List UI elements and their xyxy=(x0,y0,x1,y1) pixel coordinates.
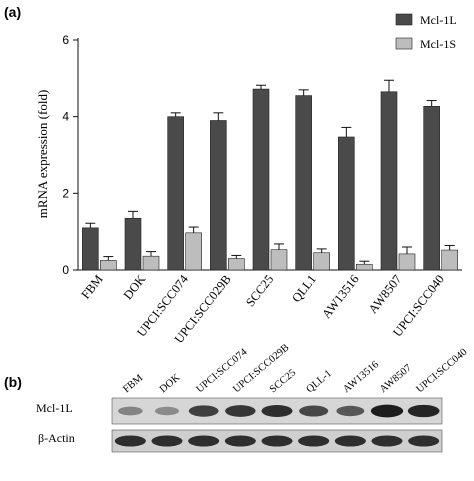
blot-band-actin-qll-1 xyxy=(298,435,330,447)
blot-lane-label: QLL-1 xyxy=(305,368,334,395)
bar-mcl-1s-upci-scc029b xyxy=(228,258,245,271)
blot-lane-label: FBM xyxy=(121,372,146,395)
blot-band-mcl-1l-aw13516 xyxy=(336,405,365,417)
bars xyxy=(82,88,458,271)
bar-mcl-1l-upci-scc040 xyxy=(423,106,440,271)
x-category-label: AW8507 xyxy=(366,272,405,316)
blot-lane-label: UPCI:SCC040 xyxy=(415,347,470,396)
y-axis-title: mRNA expression (fold) xyxy=(35,90,50,219)
bar-mcl-1l-aw8507 xyxy=(380,91,398,271)
blot-band-mcl-1l-aw8507 xyxy=(370,404,404,418)
blot-band-mcl-1l-fbm xyxy=(118,406,143,416)
y-tick-label: 6 xyxy=(62,33,69,47)
bar-mcl-1l-qll1 xyxy=(295,95,312,271)
blot-lane-label: SCC25 xyxy=(268,367,298,395)
blot-band-mcl-1l-upci-scc040 xyxy=(407,404,440,418)
error-bars xyxy=(85,79,455,265)
bar-mcl-1s-fbm xyxy=(100,260,117,271)
y-tick-label: 0 xyxy=(62,263,69,277)
x-category-label: DOK xyxy=(121,272,149,302)
bar-mcl-1s-aw13516 xyxy=(356,263,373,271)
bar-mcl-1s-upci-scc074 xyxy=(185,232,202,271)
bar-mcl-1l-scc25 xyxy=(252,88,270,271)
bar-mcl-1l-fbm xyxy=(82,227,99,271)
bar-mcl-1s-aw8507 xyxy=(398,253,416,271)
legend-swatch-mcl-1s xyxy=(395,37,413,50)
blot-band-mcl-1l-upci-scc029b xyxy=(225,405,256,417)
blot-band-mcl-1l-qll-1 xyxy=(299,405,329,417)
blot-band-actin-upci-scc040 xyxy=(408,435,440,447)
bar-mcl-1l-aw13516 xyxy=(338,136,355,271)
y-ticks: 0 2 4 6 xyxy=(62,33,78,277)
legend: Mcl-1L Mcl-1S xyxy=(395,13,457,51)
blot-band-actin-upci-scc074 xyxy=(188,435,220,447)
x-category-label: FBM xyxy=(78,272,105,301)
panel-a-label: (a) xyxy=(4,4,21,20)
bar-mcl-1s-qll1 xyxy=(313,252,330,271)
blot-row-label-beta-actin: β-Actin xyxy=(38,431,75,445)
blot-band-actin-dok xyxy=(151,435,183,447)
legend-swatch-mcl-1l xyxy=(395,13,413,26)
bar-mcl-1l-upci-scc029b xyxy=(210,120,227,271)
x-category-label: AW13516 xyxy=(319,272,361,321)
blot-lane-label: AW8507 xyxy=(378,363,414,396)
blot-lane-label: DOK xyxy=(158,372,183,395)
blot-band-actin-aw8507 xyxy=(371,435,403,447)
bar-mcl-1s-upci-scc040 xyxy=(441,249,458,271)
blot-band-mcl-1l-dok xyxy=(154,406,180,416)
bar-mcl-1s-scc25 xyxy=(270,249,288,271)
blot-band-actin-scc25 xyxy=(261,435,293,447)
legend-label-mcl-1l: Mcl-1L xyxy=(420,13,457,27)
x-category-label: SCC25 xyxy=(243,272,276,309)
legend-label-mcl-1s: Mcl-1S xyxy=(420,37,456,51)
bar-mcl-1l-dok xyxy=(124,217,142,271)
blot-band-mcl-1l-upci-scc074 xyxy=(188,405,219,417)
blot-band-actin-aw13516 xyxy=(334,435,366,447)
blot-lane-label: AW13516 xyxy=(341,359,381,395)
y-tick-label: 2 xyxy=(62,186,69,200)
bar-mcl-1s-dok xyxy=(142,255,160,271)
bar-mcl-1l-upci-scc074 xyxy=(167,116,184,271)
x-category-label: QLL1 xyxy=(289,272,319,305)
blot-band-actin-fbm xyxy=(114,435,146,447)
y-tick-label: 4 xyxy=(62,110,69,124)
blot-bands xyxy=(114,404,440,447)
blot-row-label-mcl-1l: Mcl-1L xyxy=(36,401,73,415)
blot-band-mcl-1l-scc25 xyxy=(261,404,293,418)
blot-band-actin-upci-scc029b xyxy=(224,435,256,447)
panel-b-label: (b) xyxy=(4,374,22,390)
